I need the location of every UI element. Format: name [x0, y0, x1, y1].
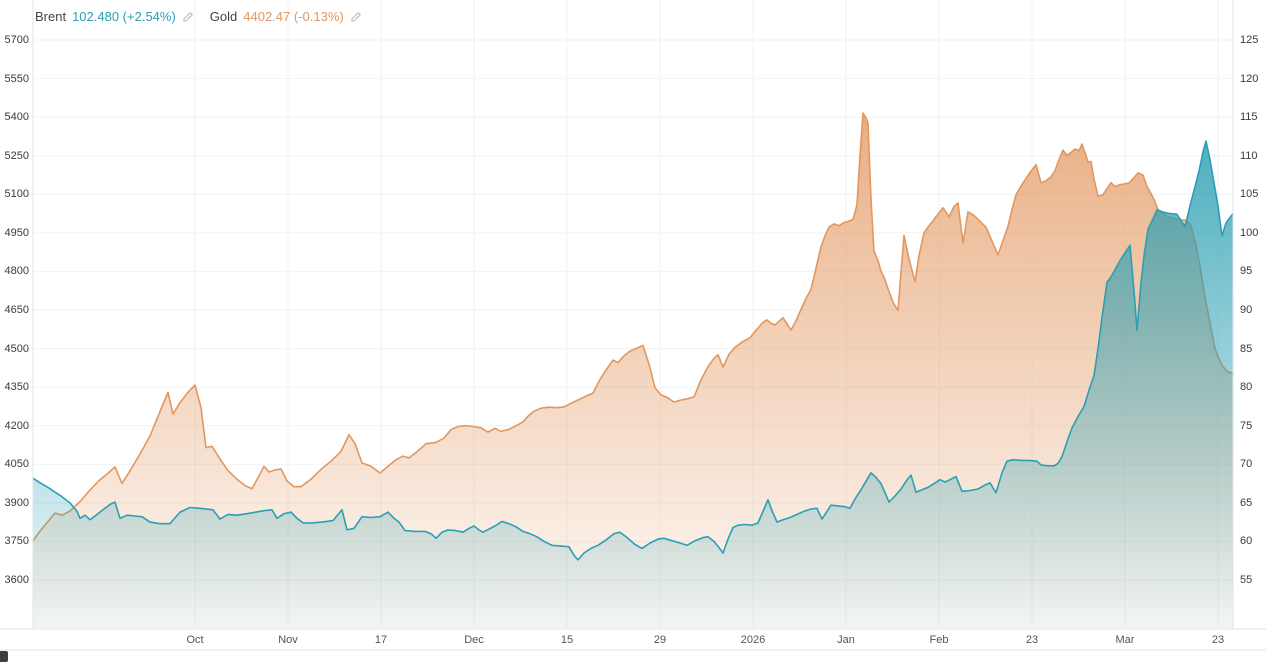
time-axis-tick-label: 23: [1211, 634, 1225, 646]
legend-last-value: 4402.47 (-0.13%): [243, 9, 344, 24]
left-axis-tick-label: 5700: [4, 34, 29, 46]
right-axis-tick-label: 110: [1240, 149, 1258, 162]
chart-legend: Brent 102.480 (+2.54%) Gold 4402.47 (-0.13%…: [35, 9, 362, 24]
time-axis-tick-label: 23: [1025, 634, 1039, 646]
left-axis-tick-label: 5550: [4, 72, 29, 85]
right-axis-tick-label: 120: [1240, 72, 1259, 85]
legend-symbol-name: Gold: [209, 9, 238, 24]
time-axis-tick-label: Oct: [186, 634, 204, 646]
right-axis-tick-label: 70: [1240, 458, 1253, 471]
right-axis-tick-label: 55: [1240, 574, 1253, 586]
legend-last-value: 102.480 (+2.54%): [72, 9, 176, 24]
right-axis-tick-label: 125: [1240, 34, 1259, 46]
left-axis-tick-label: 5250: [4, 149, 29, 162]
left-axis-tick-label: 4500: [4, 342, 29, 355]
right-axis-tick-label: 115: [1240, 111, 1258, 124]
time-axis-tick-label: 17: [374, 634, 388, 646]
legend-symbol-name: Brent: [35, 9, 67, 24]
left-axis-tick-label: 4350: [4, 381, 29, 394]
left-price-axis[interactable]: 5700 5550 5400 5250 5100 4950 4800 4650 4500 4350…: [0, 0, 33, 629]
right-axis-tick-label: 105: [1240, 188, 1259, 201]
right-axis-tick-label: 60: [1240, 535, 1253, 548]
time-axis-tick-label: Dec: [464, 634, 484, 646]
time-axis[interactable]: Oct Nov 17 Dec 15 29 2026 Jan Feb 23 Mar 23: [0, 629, 1266, 651]
edit-pencil-icon[interactable]: [182, 11, 194, 23]
right-axis-tick-label: 90: [1240, 304, 1253, 316]
gold-line-series[interactable]: [32, 112, 1234, 542]
left-axis-tick-label: 4800: [4, 265, 29, 278]
left-axis-tick-label: 4950: [4, 226, 29, 239]
left-axis-tick-label: 3750: [4, 535, 29, 548]
right-axis-tick-label: 75: [1240, 419, 1253, 432]
left-axis-tick-label: 4050: [4, 458, 29, 471]
left-axis-tick-label: 5400: [4, 111, 29, 124]
left-axis-tick-label: 3600: [4, 574, 29, 586]
right-axis-tick-label: 85: [1240, 342, 1253, 355]
right-axis-tick-label: 95: [1240, 265, 1253, 278]
edit-pencil-icon[interactable]: [350, 11, 362, 23]
right-axis-tick-label: 65: [1240, 496, 1253, 509]
legend-item-gold[interactable]: Gold 4402.47 (-0.13%): [210, 9, 362, 24]
time-axis-tick-label: Jan: [837, 634, 855, 646]
time-axis-tick-label: Nov: [278, 634, 298, 646]
right-axis-tick-label: 100: [1240, 226, 1259, 239]
left-axis-tick-label: 4650: [4, 304, 29, 316]
left-axis-tick-label: 4200: [4, 419, 29, 432]
left-axis-tick-label: 3900: [4, 496, 29, 509]
right-price-axis[interactable]: 125 120 115 110 105 100 95 90 85 80 75 70 65 60 55: [1233, 0, 1266, 629]
time-axis-tick-label: 29: [653, 634, 667, 646]
time-axis-tick-label: 15: [560, 634, 574, 646]
brent-area: [33, 141, 1233, 628]
left-axis-tick-label: 5100: [4, 188, 29, 201]
right-axis-tick-label: 80: [1240, 381, 1253, 394]
time-axis-tick-label: 2026: [740, 634, 766, 646]
partial-logo[interactable]: [0, 651, 8, 662]
brent-line-series[interactable]: [32, 140, 1234, 561]
time-axis-tick-label: Feb: [929, 634, 949, 646]
legend-item-brent[interactable]: Brent 102.480 (+2.54%): [35, 9, 194, 24]
time-axis-tick-label: Mar: [1115, 634, 1135, 646]
